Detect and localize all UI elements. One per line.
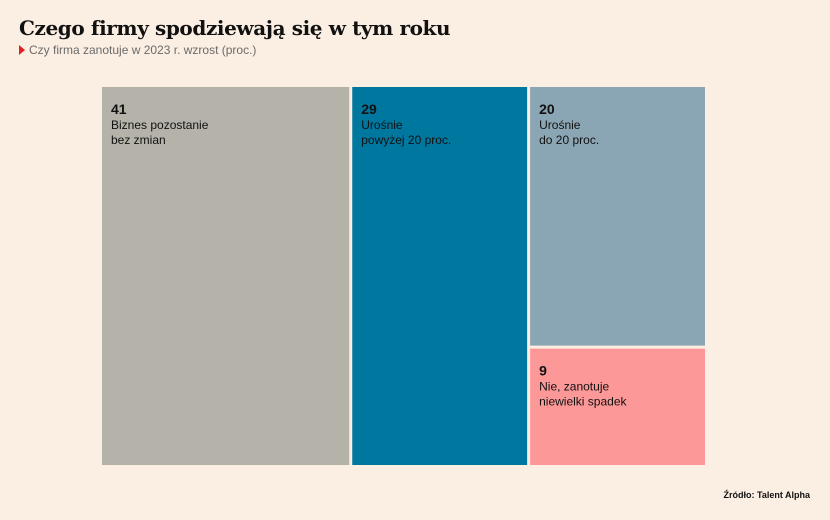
source-note: Źródło: Talent Alpha [723,490,811,500]
treemap-rect [530,87,705,346]
treemap-category-label: Urośnie [361,118,403,132]
treemap-category-label: powyżej 20 proc. [361,133,451,147]
chart-subtitle: Czy firma zanotuje w 2023 r. wzrost (pro… [19,43,256,57]
treemap-category-label: niewielki spadek [539,395,627,409]
treemap-value-label: 9 [539,363,547,379]
chart-title: Czego firmy spodziewają się w tym roku [19,16,451,40]
treemap-category-label: do 20 proc. [539,133,599,147]
treemap-rect [530,348,705,465]
treemap-rect [102,87,350,465]
treemap-value-label: 29 [361,101,377,117]
treemap-category-label: Biznes pozostanie [111,118,209,132]
treemap-category-label: bez zmian [111,133,166,147]
treemap-rect [352,87,528,465]
treemap-category-label: Urośnie [539,118,581,132]
treemap-category-label: Nie, zanotuje [539,380,609,394]
red-triangle-icon [19,45,25,55]
treemap-value-label: 41 [111,101,127,117]
treemap-value-label: 20 [539,101,555,117]
chart-subtitle-text: Czy firma zanotuje w 2023 r. wzrost (pro… [29,43,257,57]
